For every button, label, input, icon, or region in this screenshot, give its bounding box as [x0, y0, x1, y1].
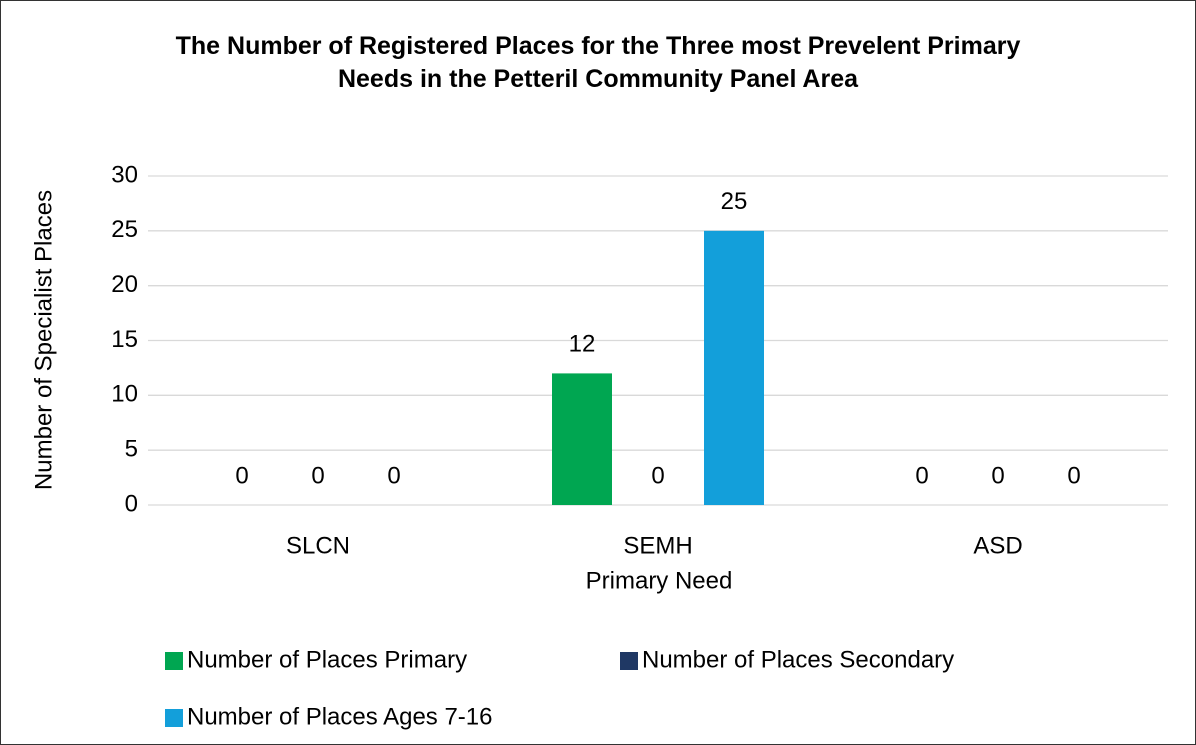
y-tick-label: 20 [111, 271, 138, 298]
y-tick-label: 25 [111, 216, 138, 243]
data-label: 0 [991, 462, 1004, 489]
data-label: 0 [915, 462, 928, 489]
legend-swatch [620, 652, 638, 670]
y-tick-label: 10 [111, 381, 138, 408]
y-tick-label: 5 [125, 436, 138, 463]
y-tick-label: 30 [111, 161, 138, 188]
legend-swatch [165, 709, 183, 727]
x-tick-label: ASD [973, 532, 1022, 559]
data-label: 0 [651, 462, 664, 489]
x-tick-label: SLCN [286, 532, 350, 559]
legend-label: Number of Places Primary [187, 646, 467, 673]
y-tick-label: 0 [125, 490, 138, 517]
legend-label: Number of Places Ages 7-16 [187, 703, 493, 730]
y-tick-label: 15 [111, 326, 138, 353]
data-label: 0 [387, 462, 400, 489]
data-label: 25 [721, 188, 748, 215]
legend-swatch [165, 652, 183, 670]
chart-title: The Number of Registered Places for the … [175, 32, 1021, 93]
x-tick-label: SEMH [623, 532, 692, 559]
data-label: 0 [311, 462, 324, 489]
data-label: 0 [1067, 462, 1080, 489]
legend-label: Number of Places Secondary [642, 646, 954, 673]
bar [704, 230, 764, 506]
bar [552, 373, 612, 505]
data-label: 0 [235, 462, 248, 489]
data-label: 12 [569, 331, 596, 358]
y-axis-label: Number of Specialist Places [30, 190, 57, 490]
x-axis-label: Primary Need [586, 567, 733, 594]
